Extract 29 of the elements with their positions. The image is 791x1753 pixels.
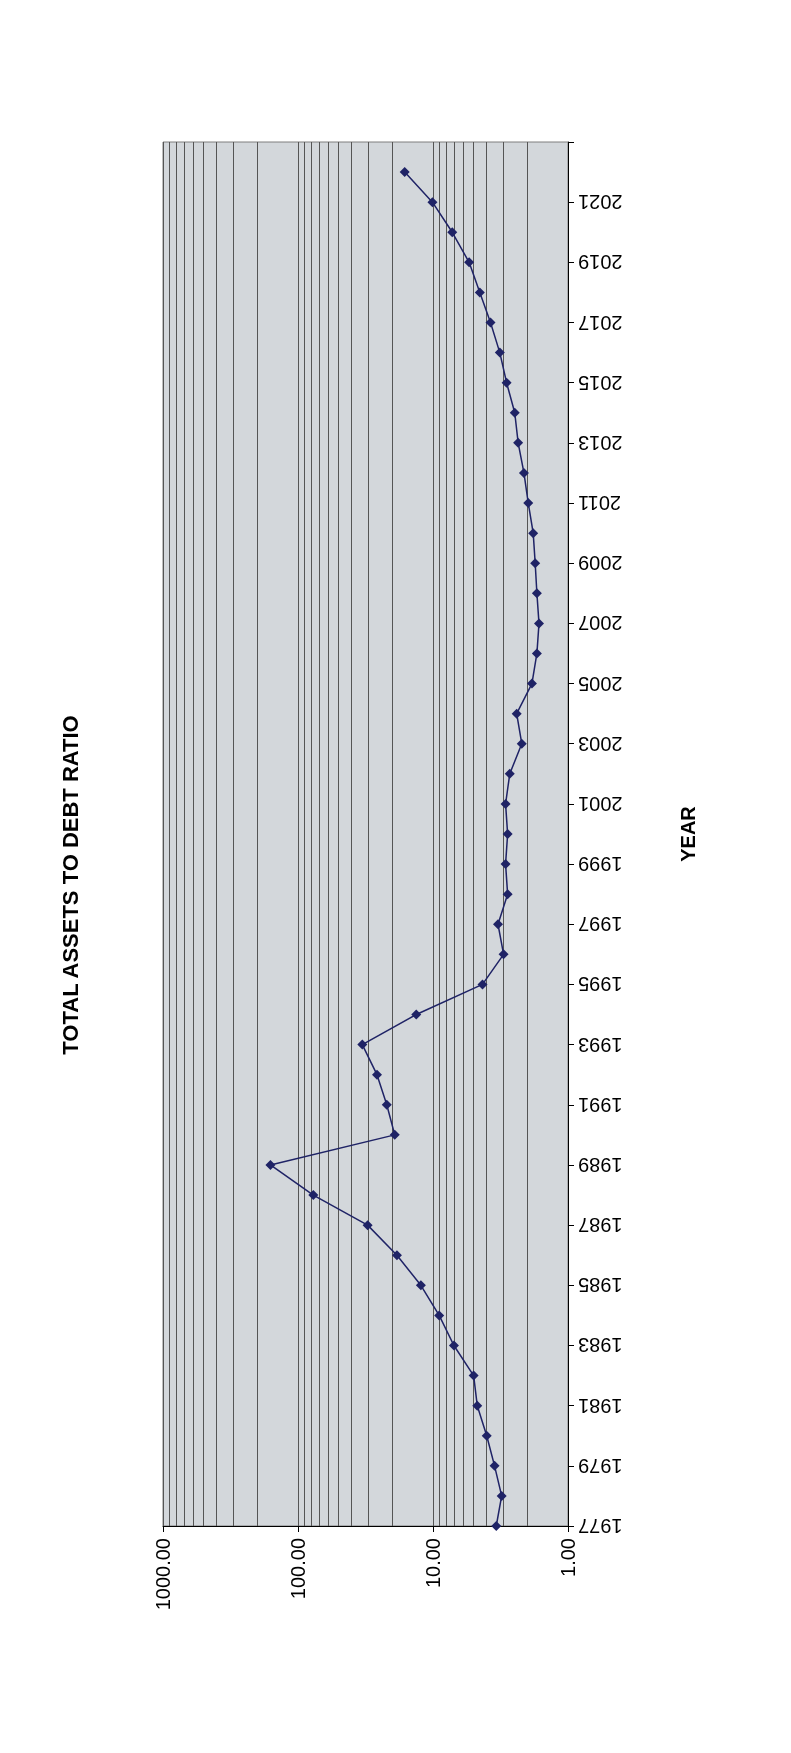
y-tick-label: 2005 [578, 672, 623, 695]
text: TOTAL ASSETS TO DEBT RATIO [57, 715, 83, 1055]
y-tick-label: 2003 [578, 732, 623, 755]
y-tick-label: 1977 [578, 1515, 623, 1537]
y-tick-label: 1999 [578, 853, 623, 876]
y-tick-label: 1979 [578, 1454, 623, 1477]
y-tick-label: 2019 [578, 251, 623, 274]
x-tick-label: 1.00 [557, 1538, 579, 1577]
y-tick-label: 1993 [578, 1033, 623, 1056]
y-tick-label: 1985 [578, 1274, 623, 1297]
y-tick-label: 1981 [578, 1394, 623, 1417]
y-tick-label: 1989 [578, 1153, 623, 1176]
y-tick-label: 1991 [578, 1093, 623, 1116]
y-tick-label: 2007 [578, 612, 623, 635]
y-tick-label: 2013 [578, 431, 623, 454]
y-tick-label: 2017 [578, 311, 623, 334]
y-tick-label: 2015 [578, 371, 623, 394]
x-tick-label: 100.00 [287, 1538, 309, 1600]
y-tick-label: 2009 [578, 552, 623, 575]
x-tick-label: 1000.00 [152, 1538, 174, 1611]
x-tick-label: 10.00 [422, 1538, 444, 1589]
y-tick-label: 1995 [578, 973, 623, 996]
y-tick-label: 1983 [578, 1334, 623, 1357]
y-tick-label: 1997 [578, 913, 623, 936]
y-axis-title: YEAR [677, 805, 699, 862]
y-tick-label: 2001 [578, 792, 623, 815]
y-tick-label: 2021 [578, 191, 623, 214]
y-tick-label: 2011 [578, 492, 622, 515]
y-tick-label: 1987 [578, 1214, 623, 1237]
